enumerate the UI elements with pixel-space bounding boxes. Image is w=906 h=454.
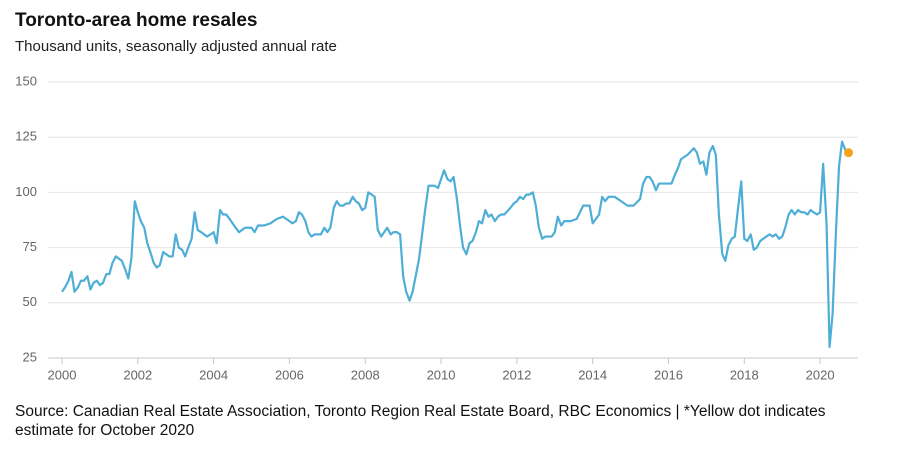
x-tick-label: 2008 [351, 367, 380, 382]
x-tick-label: 2000 [48, 367, 77, 382]
chart-subtitle: Thousand units, seasonally adjusted annu… [15, 38, 337, 55]
y-tick-label: 75 [23, 239, 37, 254]
series-line [61, 140, 847, 349]
y-tick-label: 125 [15, 129, 37, 144]
y-tick-label: 150 [15, 73, 37, 88]
y-tick-label: 50 [23, 294, 37, 309]
x-tick-label: 2010 [427, 367, 456, 382]
x-tick-label: 2018 [730, 367, 759, 382]
x-tick-label: 2002 [123, 367, 152, 382]
x-tick-label: 2006 [275, 367, 304, 382]
y-tick-label: 100 [15, 184, 37, 199]
x-tick-label: 2020 [806, 367, 835, 382]
chart: Toronto-area home resales Thousand units… [15, 10, 858, 382]
estimate-dot [844, 148, 854, 158]
chart-title: Toronto-area home resales [15, 10, 258, 31]
x-tick-label: 2016 [654, 367, 683, 382]
source-note: Source: Canadian Real Estate Association… [15, 403, 826, 439]
x-tick-label: 2004 [199, 367, 228, 382]
x-tick-label: 2014 [578, 367, 607, 382]
y-tick-label: 25 [23, 349, 37, 364]
x-tick-label: 2012 [502, 367, 531, 382]
